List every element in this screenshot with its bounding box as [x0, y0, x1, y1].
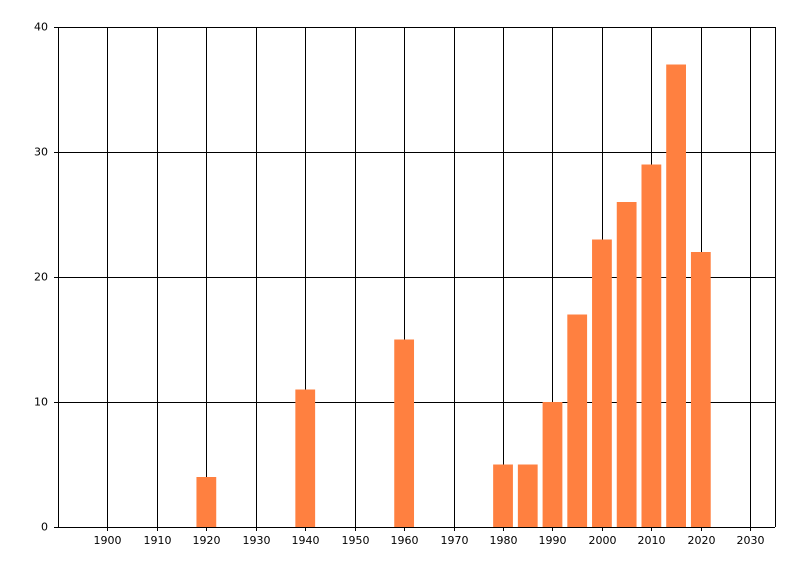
x-tick-label: 2000 [589, 534, 617, 547]
bar [196, 477, 217, 527]
x-tick-label: 1990 [539, 534, 567, 547]
bar [394, 339, 415, 527]
x-tick-label: 1940 [292, 534, 320, 547]
x-tick-label: 2030 [737, 534, 765, 547]
bar [517, 464, 538, 527]
x-tick-label: 1970 [441, 534, 469, 547]
y-tick-label: 0 [41, 521, 48, 534]
bar [666, 64, 686, 527]
bar [616, 202, 637, 527]
bar [295, 389, 316, 527]
bar [567, 314, 588, 527]
x-tick-label: 2010 [638, 534, 666, 547]
bar [542, 402, 563, 527]
x-tick-label: 1930 [243, 534, 271, 547]
bar [493, 464, 513, 527]
y-tick-label: 10 [34, 396, 48, 409]
bar [641, 164, 662, 527]
x-tick-label: 1980 [490, 534, 518, 547]
x-tick-label: 1920 [193, 534, 221, 547]
x-tick-label: 1910 [144, 534, 172, 547]
x-tick-label: 1900 [94, 534, 122, 547]
x-tick-label: 1960 [391, 534, 419, 547]
bar [592, 239, 612, 527]
y-tick-label: 20 [34, 271, 48, 284]
x-tick-label: 2020 [688, 534, 716, 547]
y-tick-label: 40 [34, 21, 48, 34]
y-tick-label: 30 [34, 146, 48, 159]
bar [690, 252, 711, 527]
x-tick-label: 1950 [342, 534, 370, 547]
